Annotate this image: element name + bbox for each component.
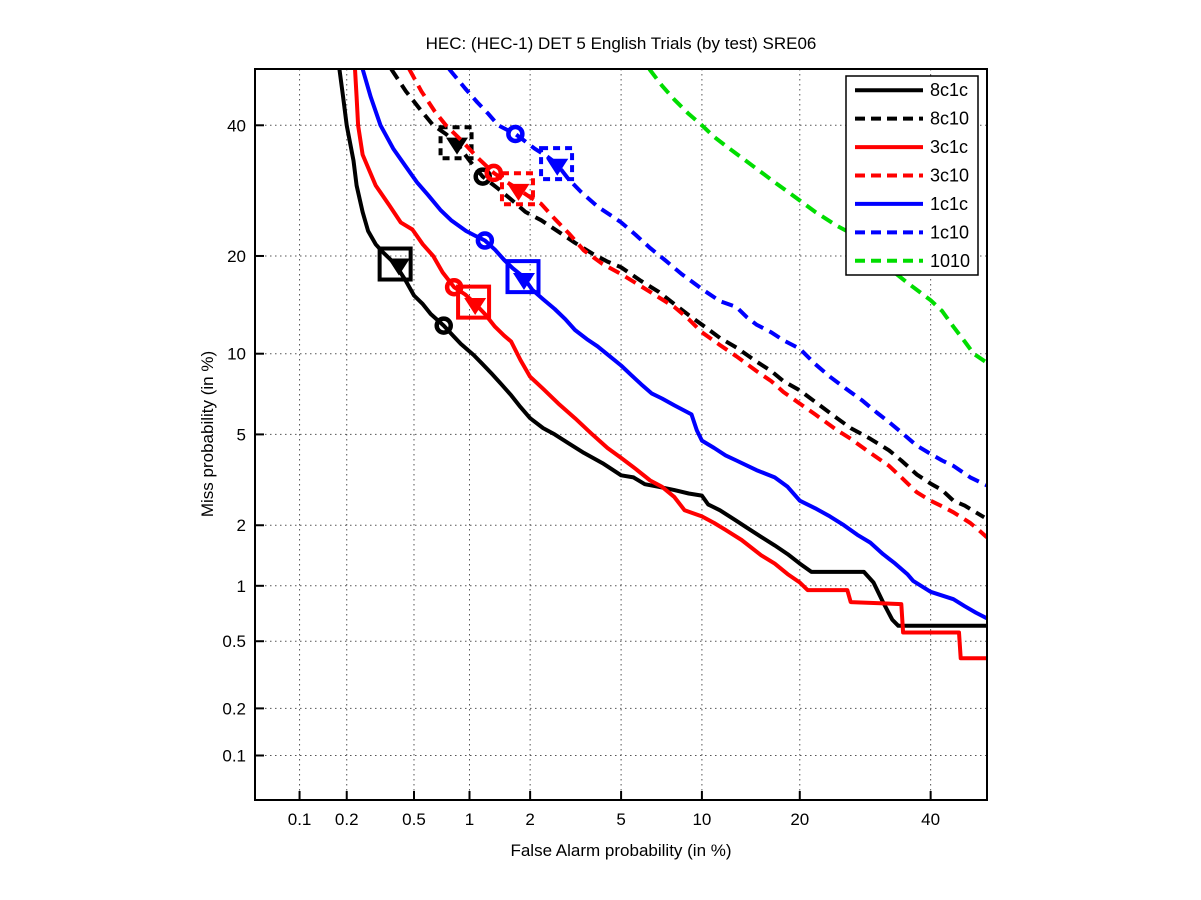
y-tick-label: 2 (237, 516, 246, 535)
mindcf-triangle-marker-1c1c[interactable] (512, 272, 535, 290)
plot-title: HEC: (HEC-1) DET 5 English Trials (by te… (425, 34, 817, 53)
dcf-square-marker-8c1c[interactable] (377, 246, 413, 282)
eer-circle-marker-1c10[interactable] (506, 124, 525, 144)
tick-labels: 0.1 0.2 0.5 1 2 5 10 20 40 0.1 0.2 0.5 1 2 5 10 20 40 (222, 116, 940, 829)
mindcf-triangle-marker-3c10[interactable] (507, 183, 530, 201)
y-tick-label: 0.1 (222, 747, 246, 766)
legend-label-1c10[interactable]: 1c10 (930, 222, 969, 242)
x-axis-label: False Alarm probability (in %) (510, 841, 732, 860)
x-tick-label: 2 (525, 810, 534, 829)
axes-box (254, 68, 988, 801)
legend: 8c1c 8c10 3c1c 3c10 1c1c 1c10 1010 (845, 75, 979, 276)
dcf-square-marker-3c1c[interactable] (456, 284, 492, 320)
y-tick-label: 40 (227, 116, 246, 135)
x-tick-label: 5 (616, 810, 625, 829)
y-tick-label: 10 (227, 345, 246, 364)
det-curve-1010[interactable] (647, 69, 987, 365)
legend-label-1c1c[interactable]: 1c1c (930, 194, 968, 214)
legend-label-3c10[interactable]: 3c10 (930, 166, 969, 186)
det-curves (337, 69, 987, 661)
dcf-square-marker-3c10[interactable] (499, 171, 535, 207)
y-tick-label: 5 (237, 425, 246, 444)
dcf-square-marker-1c1c[interactable] (505, 259, 541, 295)
det-curve-3c1c[interactable] (353, 69, 987, 661)
x-tick-label: 10 (692, 810, 711, 829)
dcf-square-marker-1c10[interactable] (539, 146, 575, 182)
x-tick-label: 1 (465, 810, 474, 829)
y-tick-label: 1 (237, 577, 246, 596)
eer-circle-marker-8c1c[interactable] (434, 316, 453, 335)
det-curve-1c1c[interactable] (360, 69, 987, 621)
x-tick-label: 40 (921, 810, 940, 829)
mindcf-triangle-marker-8c10[interactable] (446, 137, 469, 155)
x-tick-label: 0.1 (288, 810, 312, 829)
legend-label-1010[interactable]: 1010 (930, 251, 970, 271)
y-tick-label: 0.2 (222, 699, 246, 718)
x-tick-label: 0.5 (402, 810, 426, 829)
legend-label-8c1c[interactable]: 8c1c (930, 80, 968, 100)
mindcf-triangle-marker-3c1c[interactable] (464, 298, 487, 316)
mindcf-triangle-marker-8c1c[interactable] (387, 258, 410, 276)
y-tick-label: 0.5 (222, 632, 246, 651)
dcf-square-marker-8c10[interactable] (438, 125, 474, 161)
x-tick-label: 0.2 (335, 810, 359, 829)
legend-label-8c10[interactable]: 8c10 (930, 109, 969, 129)
x-tick-label: 20 (790, 810, 809, 829)
mindcf-triangle-marker-1c10[interactable] (546, 158, 569, 176)
y-tick-label: 20 (227, 247, 246, 266)
eer-circle-marker-1c1c[interactable] (475, 231, 495, 250)
grid-lines (255, 69, 987, 800)
det-curve-8c1c[interactable] (337, 69, 987, 628)
legend-label-3c1c[interactable]: 3c1c (930, 137, 968, 157)
